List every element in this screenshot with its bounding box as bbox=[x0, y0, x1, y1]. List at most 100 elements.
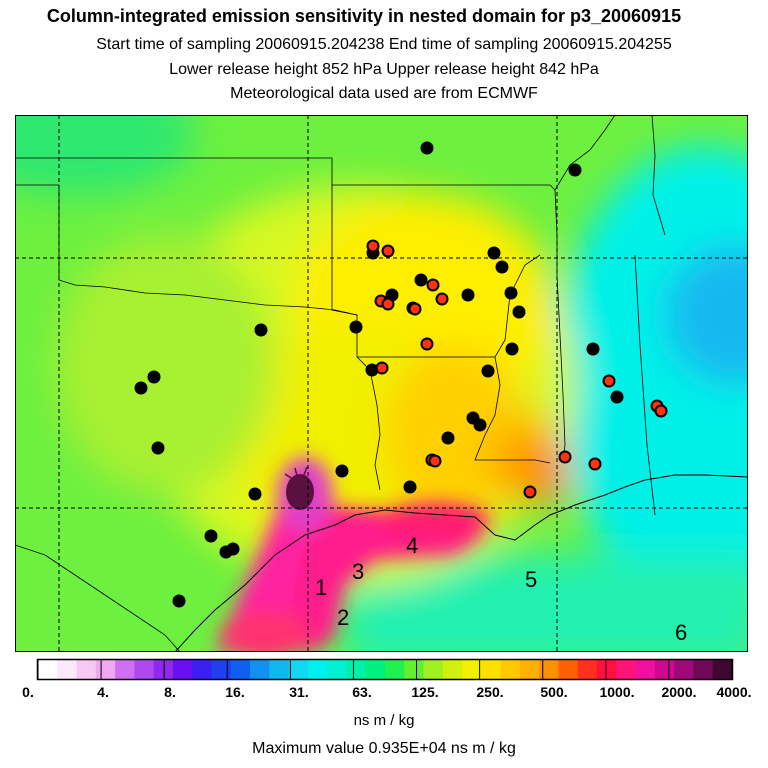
sample-marker-red bbox=[428, 454, 442, 468]
release-height-line: Lower release height 852 hPa Upper relea… bbox=[169, 61, 599, 78]
sample-marker-black bbox=[219, 545, 233, 559]
sample-marker-red bbox=[654, 404, 668, 418]
sample-marker-black bbox=[349, 320, 363, 334]
sample-marker-red bbox=[558, 450, 572, 464]
colorbar-cell bbox=[38, 660, 58, 679]
colorbar-cell bbox=[558, 660, 579, 679]
colorbar-cell bbox=[693, 660, 714, 679]
colorbar-cell bbox=[539, 660, 560, 679]
colorbar-label-11: 4000. bbox=[716, 684, 752, 700]
colorbar-cell bbox=[712, 660, 733, 679]
sample-marker-black bbox=[248, 487, 262, 501]
sample-marker-red bbox=[435, 292, 449, 306]
sample-marker-red bbox=[381, 244, 395, 258]
sample-marker-black bbox=[487, 246, 501, 260]
colorbar-label-8: 500. bbox=[540, 684, 568, 700]
sample-marker-red bbox=[420, 337, 434, 351]
sampling-markers bbox=[134, 141, 668, 608]
met-data-line: Meteorological data used are from ECMWF bbox=[230, 85, 538, 102]
sample-marker-red bbox=[602, 374, 616, 388]
colorbar-cell bbox=[674, 660, 695, 679]
colorbar-cell bbox=[76, 660, 97, 679]
sample-marker-black bbox=[512, 305, 526, 319]
sample-marker-black bbox=[254, 323, 268, 337]
region-label-6: 6 bbox=[675, 620, 687, 645]
colorbar-cell bbox=[307, 660, 328, 679]
color-field bbox=[15, 115, 748, 652]
colorbar-cell bbox=[115, 660, 135, 679]
colorbar-label-6: 125. bbox=[411, 684, 439, 700]
sample-marker-black bbox=[365, 363, 379, 377]
colorbar-cell bbox=[57, 660, 78, 679]
sample-marker-red bbox=[523, 485, 537, 499]
boundaries bbox=[15, 115, 666, 652]
region-label-3: 3 bbox=[352, 559, 364, 584]
sample-marker-black bbox=[134, 381, 148, 395]
sample-marker-black bbox=[473, 418, 487, 432]
release-point bbox=[284, 466, 308, 483]
sample-marker-black bbox=[568, 163, 582, 177]
map-frame bbox=[15, 115, 748, 652]
sample-marker-black bbox=[441, 431, 455, 445]
sample-marker-black bbox=[414, 273, 428, 287]
colorbar-cell bbox=[442, 660, 463, 679]
colorbar-label-9: 1000. bbox=[599, 684, 635, 700]
colorbar-cell bbox=[365, 660, 386, 679]
sample-marker-black bbox=[610, 390, 624, 404]
region-label-4: 4 bbox=[406, 533, 418, 558]
sample-marker-black bbox=[204, 529, 218, 543]
sample-marker-black bbox=[403, 480, 417, 494]
colorbar-cell bbox=[95, 660, 116, 679]
sample-marker-black bbox=[335, 464, 349, 478]
sample-marker-black bbox=[505, 342, 519, 356]
colorbar-cell bbox=[597, 660, 617, 679]
max-sensitivity-spot bbox=[286, 474, 314, 510]
region-label-2: 2 bbox=[337, 605, 349, 630]
colorbar-cell bbox=[385, 660, 405, 679]
colorbar-label-10: 2000. bbox=[661, 684, 697, 700]
sample-marker-black bbox=[504, 286, 518, 300]
sample-marker-red bbox=[366, 239, 380, 253]
colorbar-cell bbox=[250, 660, 270, 679]
colorbar bbox=[36, 658, 734, 681]
colorbar-label-4: 31. bbox=[289, 684, 309, 700]
sample-marker-red bbox=[375, 361, 389, 375]
colorbar-cell bbox=[346, 660, 367, 679]
colorbar-label-1: 4. bbox=[97, 684, 109, 700]
sample-marker-black bbox=[586, 342, 600, 356]
colorbar-cell bbox=[635, 660, 656, 679]
sample-marker-black bbox=[420, 141, 434, 155]
colorbar-cell bbox=[211, 660, 232, 679]
colorbar-cell bbox=[134, 660, 155, 679]
colorbar-cell bbox=[577, 660, 598, 679]
colorbar-label-2: 8. bbox=[164, 684, 176, 700]
colorbar-cell bbox=[654, 660, 675, 679]
sample-marker-red bbox=[408, 302, 422, 316]
colorbar-label-7: 250. bbox=[476, 684, 504, 700]
sample-marker-black bbox=[151, 441, 165, 455]
colorbar-label-5: 63. bbox=[352, 684, 372, 700]
colorbar-cell bbox=[230, 660, 251, 679]
maximum-value: Maximum value 0.935E+04 ns m / kg bbox=[252, 740, 516, 757]
region-label-5: 5 bbox=[525, 567, 537, 592]
sample-marker-black bbox=[147, 370, 161, 384]
colorbar-label-3: 16. bbox=[225, 684, 245, 700]
sample-marker-red bbox=[588, 457, 602, 471]
sampling-time-line: Start time of sampling 20060915.204238 E… bbox=[96, 36, 672, 53]
colorbar-cell bbox=[269, 660, 290, 679]
colorbar-label-0: 0. bbox=[22, 684, 34, 700]
colorbar-cell bbox=[519, 660, 540, 679]
colorbar-cell bbox=[462, 660, 482, 679]
colorbar-cell bbox=[616, 660, 637, 679]
colorbar-cell bbox=[423, 660, 444, 679]
sample-marker-black bbox=[461, 288, 475, 302]
colorbar-cell bbox=[288, 660, 309, 679]
sample-marker-red bbox=[426, 278, 440, 292]
region-label-1: 1 bbox=[315, 575, 327, 600]
sample-marker-black bbox=[172, 594, 186, 608]
lat-lon-grid bbox=[15, 115, 748, 652]
colorbar-cell bbox=[172, 660, 193, 679]
sensitivity-map: 1 2 3 4 5 6 bbox=[15, 115, 748, 652]
colorbar-cell bbox=[404, 660, 425, 679]
sample-marker-black bbox=[495, 260, 509, 274]
